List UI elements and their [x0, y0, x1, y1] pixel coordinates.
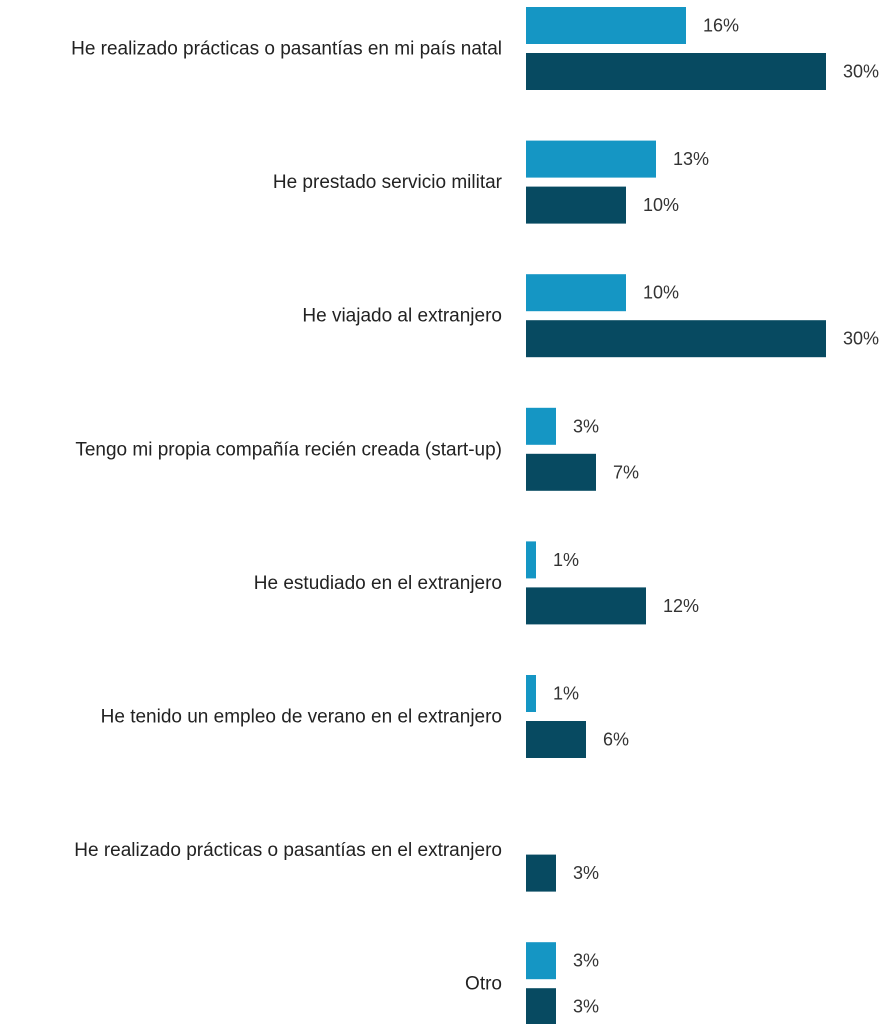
category-label: Tengo mi propia compañía recién creada (… [75, 439, 502, 460]
bar-series-1 [526, 942, 556, 980]
data-label: 10% [643, 283, 679, 303]
bar-series-1 [526, 675, 536, 712]
bar-series-1 [526, 274, 626, 312]
bar-series-2 [526, 320, 826, 358]
category-label: He estudiado en el extranjero [254, 573, 502, 594]
category-label: He prestado servicio militar [273, 172, 503, 193]
data-label: 1% [553, 550, 579, 570]
data-label: 3% [573, 416, 599, 436]
category-label: He realizado prácticas o pasantías en mi… [71, 39, 502, 60]
bar-series-1 [526, 7, 686, 44]
data-label: 6% [603, 730, 629, 750]
category-label: He tenido un empleo de verano en el extr… [101, 707, 502, 728]
bar-series-2 [526, 453, 596, 491]
data-label: 30% [843, 62, 879, 82]
data-label: 10% [643, 195, 679, 215]
data-label: 3% [573, 997, 599, 1017]
data-label: 1% [553, 684, 579, 704]
category-label: He realizado prácticas o pasantías en el… [74, 840, 502, 861]
bar-series-1 [526, 407, 556, 445]
data-label: 13% [673, 149, 709, 169]
bar-series-2 [526, 186, 626, 224]
category-label: Otro [465, 974, 502, 995]
bar-series-1 [526, 140, 656, 178]
data-label: 3% [573, 863, 599, 883]
bar-series-2 [526, 854, 556, 892]
bar-series-2 [526, 988, 556, 1024]
category-label: He viajado al extranjero [302, 306, 502, 327]
bar-series-2 [526, 53, 826, 90]
data-label: 3% [573, 951, 599, 971]
bar-series-1 [526, 541, 536, 579]
bar-series-2 [526, 721, 586, 758]
data-label: 12% [663, 596, 699, 616]
data-label: 16% [703, 16, 739, 36]
bar-series-2 [526, 587, 646, 625]
data-label: 30% [843, 329, 879, 349]
data-label: 7% [613, 462, 639, 482]
